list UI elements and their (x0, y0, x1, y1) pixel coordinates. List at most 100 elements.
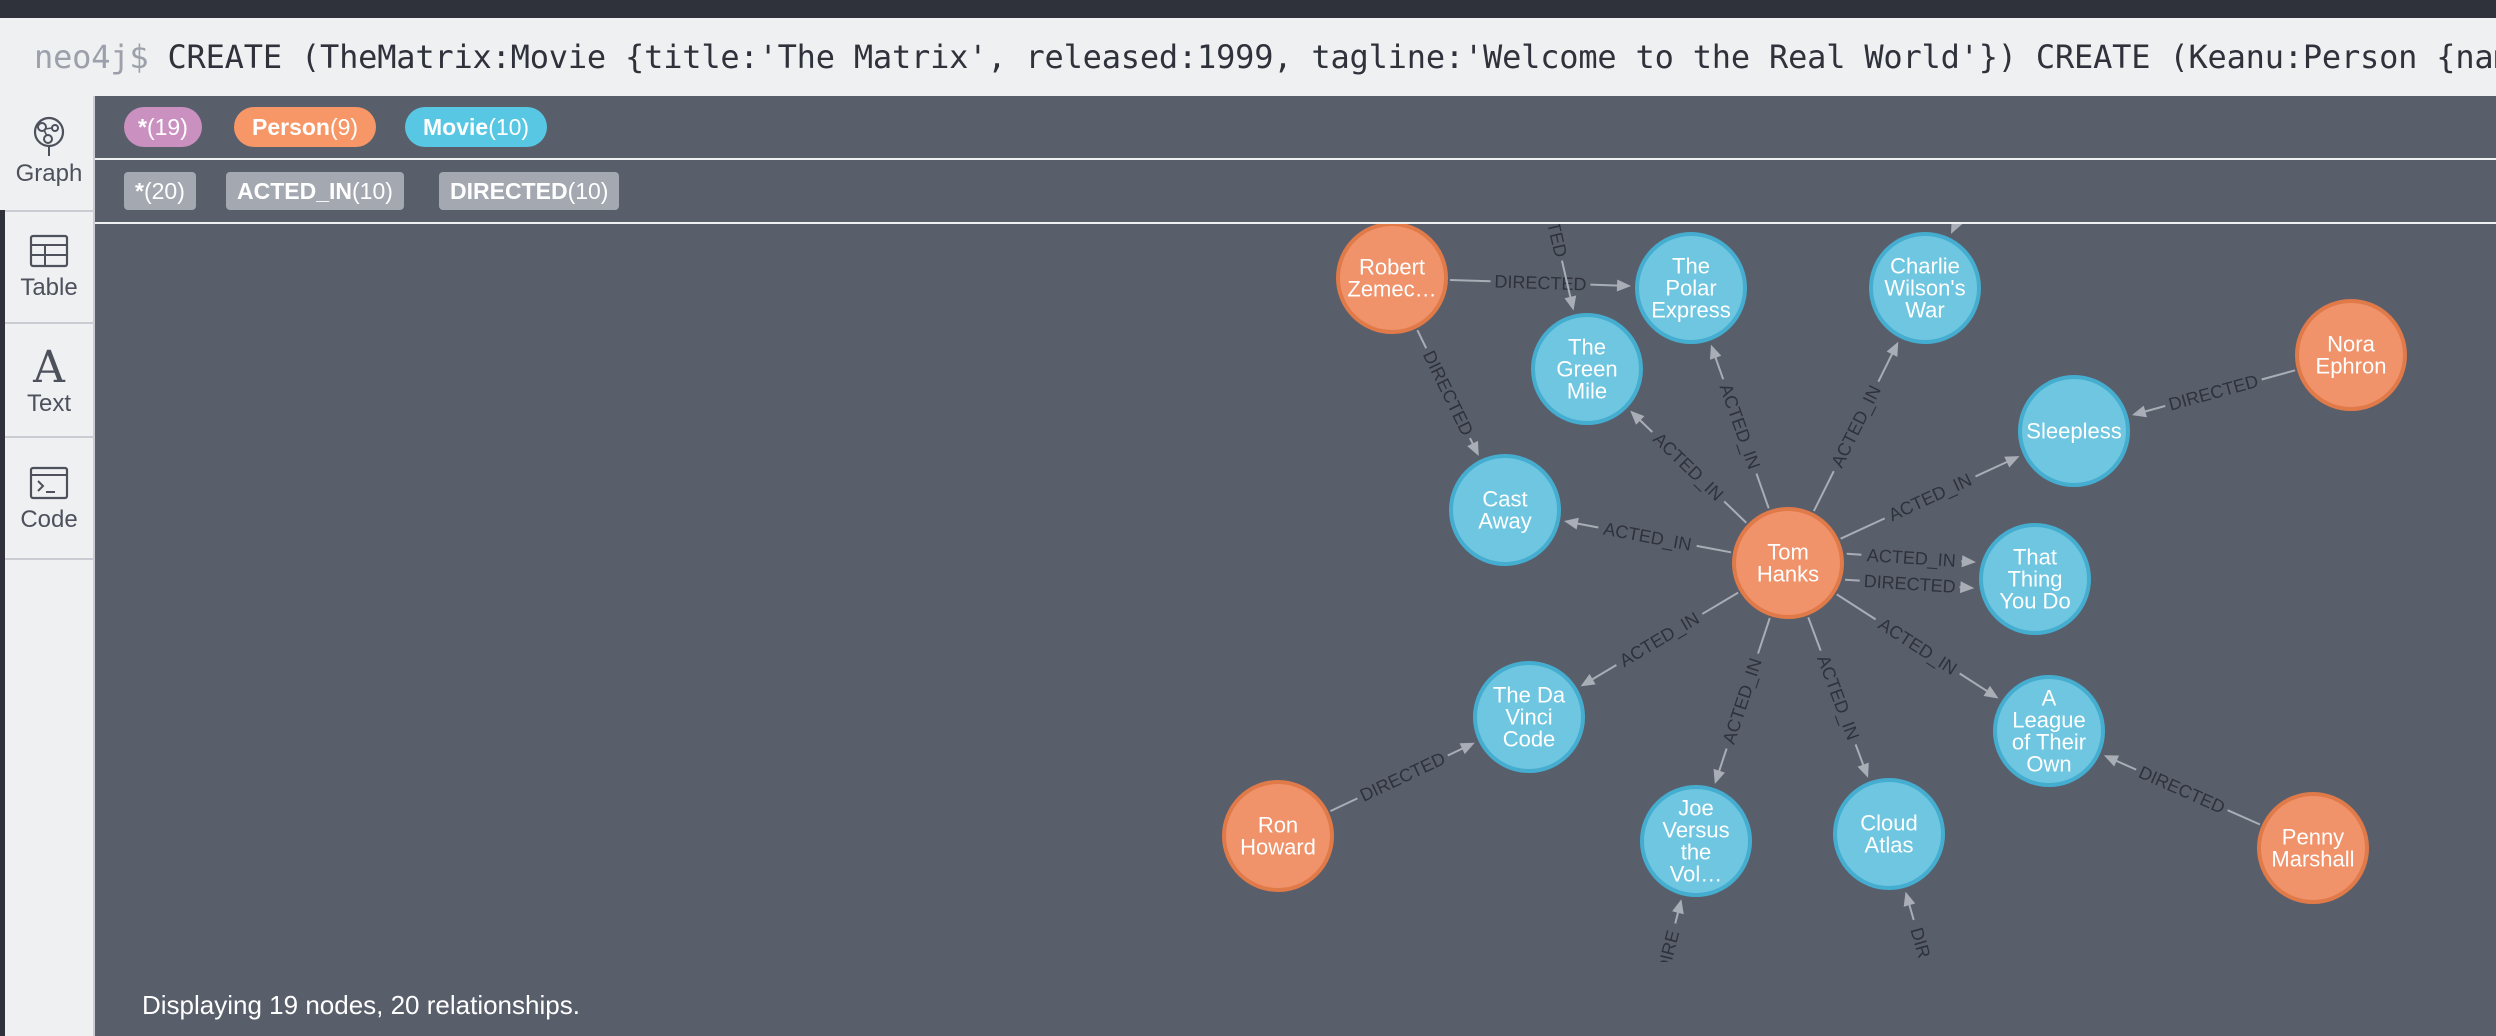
relationship-line[interactable] (1975, 458, 2013, 478)
rel-pill-directed-count: (10) (567, 178, 609, 204)
relationship-line[interactable] (1696, 544, 1732, 554)
relationship-acted_in[interactable]: ACTED_IN (1807, 616, 1869, 778)
relationship-line[interactable] (1877, 348, 1896, 383)
node-sleepless[interactable]: Sleepless (2018, 375, 2130, 487)
relationship-acted_in[interactable]: ACTED_IN (1840, 456, 2020, 540)
node-joe[interactable]: JoeVersustheVol… (1640, 785, 1752, 897)
person-node-circle[interactable] (2295, 299, 2407, 411)
relationship-types-bar: *(20) ACTED_IN(10) DIRECTED(10) (95, 160, 2496, 224)
movie-node-circle[interactable] (1473, 661, 1585, 773)
movie-node-circle[interactable] (1449, 454, 1561, 566)
relationship-acted_in[interactable]: ACTED_IN (1630, 410, 1747, 524)
relationship-acted_in[interactable]: ACTED_IN (1812, 341, 1899, 512)
command-query[interactable]: CREATE (TheMatrix:Movie {title:'The Matr… (167, 38, 2496, 76)
relationship-line[interactable] (1846, 552, 1862, 556)
movie-node-circle[interactable] (1993, 675, 2105, 787)
movie-node-circle[interactable] (1635, 232, 1747, 344)
movie-node-circle[interactable] (1640, 785, 1752, 897)
relationship-line[interactable] (1449, 278, 1491, 283)
movie-node-circle[interactable] (1979, 523, 2091, 635)
relationship-acted_in[interactable]: ACTED_IN (1836, 593, 1999, 699)
node-caption: Polar (1665, 276, 1716, 301)
movie-node-circle[interactable] (2018, 375, 2130, 487)
label-pill-all[interactable]: *(19) (124, 107, 202, 147)
rel-pill-acted-in-count: (10) (352, 178, 393, 204)
person-node-circle[interactable] (1336, 224, 1448, 334)
command-text[interactable]: neo4j$ CREATE (TheMatrix:Movie {title:'T… (34, 37, 2496, 77)
person-node-circle[interactable] (1222, 780, 1334, 892)
movie-node-circle[interactable] (1833, 778, 1945, 890)
relationship-label: ACTED_IN (1827, 382, 1885, 471)
label-pill-movie-count: (10) (488, 114, 530, 140)
node-robert[interactable]: RobertZemec… (1336, 224, 1448, 334)
movie-node-circle[interactable] (1869, 232, 1981, 344)
relationship-line[interactable] (1840, 517, 1886, 540)
person-node-circle[interactable] (2257, 792, 2369, 904)
command-bar[interactable]: neo4j$ CREATE (TheMatrix:Movie {title:'T… (0, 18, 2496, 98)
graph-canvas[interactable]: ACTED_IN ACTED_IN ACTED_IN ACTED_IN ACTED_IN… (95, 224, 2496, 962)
person-node-circle[interactable] (1732, 507, 1844, 619)
relationship-dire[interactable]: DIRE (1653, 899, 1684, 962)
relationship-acted_in[interactable]: ACTED_IN (1580, 591, 1739, 687)
relationship-line[interactable] (1701, 591, 1739, 615)
movie-node-circle[interactable] (1531, 313, 1643, 425)
relationship-line[interactable] (1723, 500, 1747, 524)
view-graph-label: Graph (15, 160, 83, 187)
relationship-line[interactable] (1329, 797, 1358, 813)
relationship-line[interactable] (2261, 369, 2296, 381)
rel-pill-all[interactable]: *(20) (124, 172, 196, 210)
relationship-line[interactable] (2227, 809, 2261, 826)
rel-pill-directed[interactable]: DIRECTED(10) (439, 172, 620, 210)
relationship-directed[interactable]: DIRECTED (1449, 271, 1632, 294)
relationship-acted_in[interactable]: ACTED_IN (1563, 517, 1732, 556)
relationship-unlabeled[interactable] (1950, 224, 1975, 234)
label-pill-person[interactable]: Person(9) (234, 107, 377, 147)
relationship-directed[interactable]: DIRECTED (1844, 571, 1975, 597)
rel-pill-acted-in[interactable]: ACTED_IN(10) (226, 172, 404, 210)
relationship-line[interactable] (1959, 672, 1993, 696)
relationship-label: DIRE (1653, 928, 1683, 962)
label-pill-movie[interactable]: Movie(10) (405, 107, 548, 147)
relationship-line[interactable] (1812, 470, 1835, 512)
relationship-line[interactable] (1844, 578, 1860, 582)
relationship-acted[interactable]: ACTED (1535, 224, 1577, 311)
relationship-line[interactable] (1560, 260, 1573, 303)
relationship-line[interactable] (1757, 617, 1771, 654)
relationship-directed[interactable]: DIRECTED (1416, 329, 1479, 457)
relationship-line[interactable] (1807, 616, 1822, 652)
view-code-button[interactable]: Code (5, 438, 93, 560)
view-text-button[interactable]: A Text (5, 324, 93, 438)
relationship-acted_in[interactable]: ACTED_IN (1713, 617, 1771, 785)
view-table-button[interactable]: Table (5, 212, 93, 324)
relationship-line[interactable] (1836, 593, 1877, 621)
relationship-arrowhead (1713, 768, 1725, 785)
view-graph-button[interactable]: Graph (0, 96, 93, 212)
relationship-line[interactable] (1416, 329, 1428, 349)
relationship-dir[interactable]: DIR (1903, 891, 1935, 962)
sidebar-edge (0, 96, 5, 1036)
node-labels-bar: *(19) Person(9) Movie(10) (95, 96, 2496, 160)
relationship-line[interactable] (1755, 473, 1770, 509)
relationship-directed[interactable]: DIRECTED (1329, 742, 1475, 813)
relationship-label: DIRECTED (1494, 271, 1587, 294)
relationship-directed[interactable]: DIRECTED (2103, 755, 2261, 826)
node-caption: That (2013, 545, 2057, 570)
node-caption: of Their (2012, 730, 2086, 755)
relationship-directed[interactable]: DIRECTED (2131, 369, 2296, 418)
relationship-acted_in[interactable]: ACTED_IN (1846, 545, 1976, 572)
relationship-arrowhead (1903, 891, 1916, 907)
relationship-arrowhead (1630, 410, 1645, 425)
